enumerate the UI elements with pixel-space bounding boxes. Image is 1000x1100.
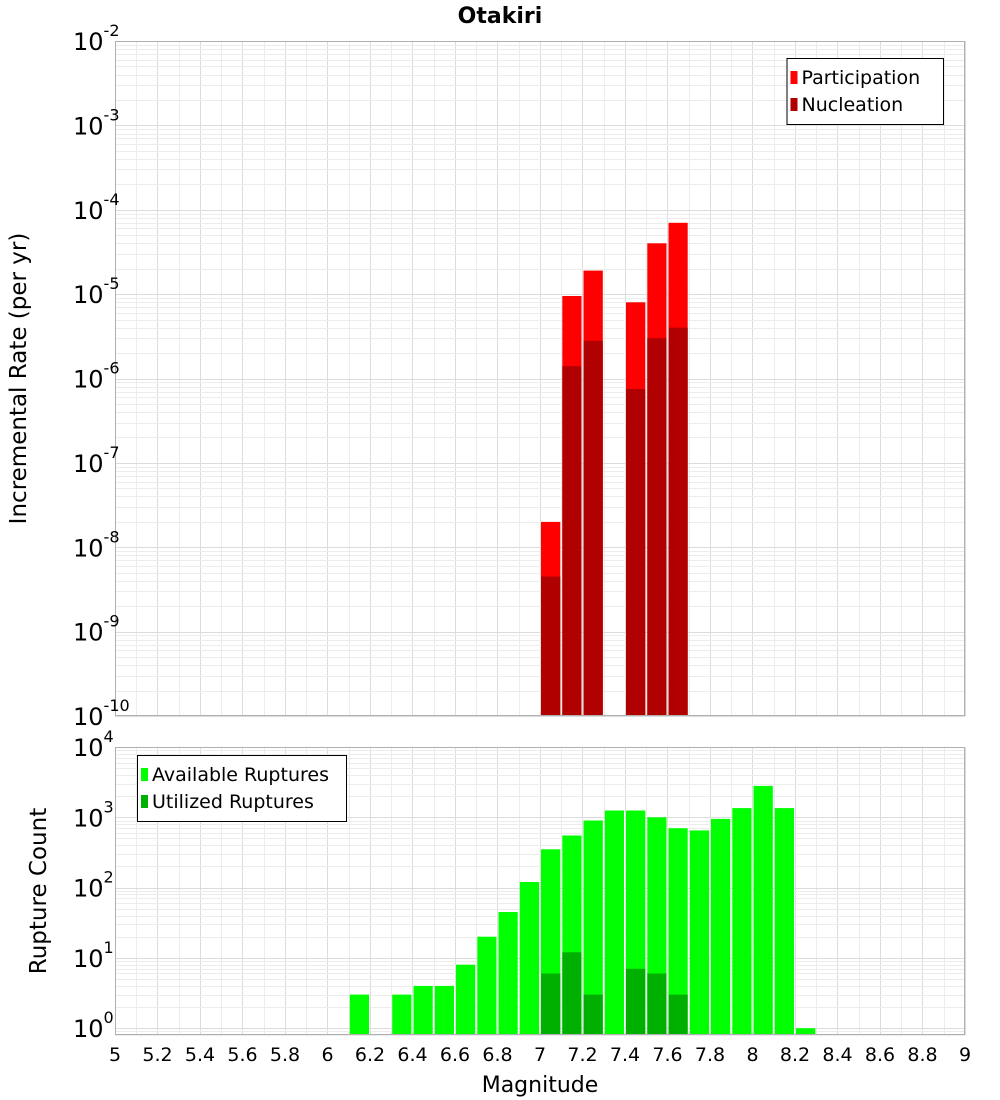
count-bar-utilized-ruptures [541, 973, 561, 1035]
count-x-tick-label: 8.2 [780, 1044, 810, 1066]
rate-y-axis-label: Incremental Rate (per yr) [6, 233, 32, 525]
rate-bar-nucleation [562, 366, 582, 716]
rate-legend-label: Participation [802, 67, 921, 89]
rate-legend: Participation Nucleation [786, 58, 944, 125]
count-bar-available-ruptures [668, 828, 688, 1035]
count-bar-utilized-ruptures [626, 968, 646, 1035]
count-y-tick-label: 101 [73, 938, 114, 973]
count-x-tick-label: 7 [534, 1044, 546, 1066]
count-y-tick-label: 104 [73, 727, 114, 762]
magnitude-x-axis-label: Magnitude [482, 1073, 599, 1098]
rate-y-tick-label: 10-10 [73, 696, 130, 731]
count-bar-available-ruptures [392, 994, 412, 1035]
rate-y-tick-label: 10-7 [73, 443, 120, 478]
count-bar-utilized-ruptures [583, 994, 603, 1035]
rate-bars [541, 222, 688, 717]
count-bar-available-ruptures [349, 994, 369, 1035]
count-bar-available-ruptures [456, 964, 476, 1035]
rate-y-tick-label: 10-6 [73, 359, 120, 394]
count-plot-frame [115, 747, 965, 1035]
count-bars [349, 785, 816, 1035]
count-x-tick-label: 6.8 [482, 1044, 512, 1066]
count-legend-box [137, 755, 347, 822]
count-x-tick-label: 6.6 [440, 1044, 470, 1066]
count-bar-available-ruptures [711, 818, 731, 1035]
count-x-tick-label: 8 [746, 1044, 758, 1066]
count-x-tick-label: 7.2 [567, 1044, 597, 1066]
rate-y-tick-label: 10-9 [73, 612, 120, 647]
rate-bar-nucleation [541, 576, 561, 716]
count-legend-swatch [141, 795, 148, 808]
rate-legend-swatch [790, 71, 798, 84]
count-y-tick-label: 102 [73, 868, 114, 903]
count-legend-swatch [141, 768, 148, 781]
count-bar-utilized-ruptures [647, 973, 667, 1035]
count-bar-utilized-ruptures [668, 994, 688, 1035]
count-bar-available-ruptures [498, 912, 518, 1035]
rate-y-tick-label: 10-2 [73, 21, 120, 56]
count-bar-available-ruptures [689, 830, 710, 1035]
rate-grid [115, 41, 966, 717]
count-x-ticks: 5 5.2 5.4 5.6 5.8 6 6.2 6.4 6.6 6.8 7 7.2 7.4 7.6 7.8 8… [109, 1044, 971, 1066]
chart-title: Otakiri [458, 4, 543, 29]
rate-legend-swatch [790, 98, 798, 111]
rupture-count-plot: 100 101 102 103 104 5 5.2 5.4 5.6 5.8 6 6.2 6.4 6.6 6.… [73, 727, 971, 1066]
count-x-tick-label: 5.4 [185, 1044, 215, 1066]
count-bar-available-ruptures [753, 785, 773, 1035]
count-x-tick-label: 9 [959, 1044, 971, 1066]
count-x-tick-label: 6.4 [397, 1044, 427, 1066]
count-bar-available-ruptures [434, 985, 454, 1035]
count-x-tick-label: 8.6 [865, 1044, 895, 1066]
rate-plot-frame [115, 41, 965, 716]
count-bar-available-ruptures [477, 936, 497, 1035]
rate-plot: 10-10 10-9 10-8 10-7 10-6 10-5 10-4 10-3 10-2 Par… [73, 21, 966, 731]
count-bar-utilized-ruptures [562, 952, 582, 1035]
rupture-count-y-axis-label: Rupture Count [26, 808, 52, 974]
count-y-ticks: 100 101 102 103 104 [73, 727, 114, 1043]
count-x-tick-label: 8.8 [907, 1044, 937, 1066]
rate-legend-box [786, 58, 944, 125]
rate-legend-label: Nucleation [802, 94, 904, 116]
rate-y-ticks: 10-10 10-9 10-8 10-7 10-6 10-5 10-4 10-3 10-2 [73, 21, 130, 731]
rate-y-tick-label: 10-4 [73, 190, 120, 225]
count-bar-available-ruptures [774, 808, 794, 1035]
count-x-tick-label: 6 [321, 1044, 333, 1066]
count-legend-label: Utilized Ruptures [152, 791, 314, 813]
count-x-tick-label: 7.6 [652, 1044, 682, 1066]
rate-bar-nucleation [647, 338, 667, 716]
rate-bar-nucleation [583, 340, 603, 716]
count-bar-available-ruptures [519, 882, 540, 1035]
count-bar-available-ruptures [413, 985, 433, 1035]
rate-y-tick-label: 10-3 [73, 105, 120, 140]
count-x-tick-label: 7.4 [610, 1044, 640, 1066]
count-x-tick-label: 6.2 [355, 1044, 385, 1066]
count-x-tick-label: 5.6 [227, 1044, 257, 1066]
rate-bar-nucleation [668, 327, 688, 716]
count-y-tick-label: 100 [73, 1008, 114, 1043]
count-bar-available-ruptures [583, 820, 603, 1035]
rate-bar-nucleation [626, 389, 646, 716]
count-x-tick-label: 5.2 [142, 1044, 172, 1066]
count-x-tick-label: 7.8 [695, 1044, 725, 1066]
count-bar-available-ruptures [796, 1028, 816, 1035]
count-legend: Available Ruptures Utilized Ruptures [137, 755, 347, 822]
count-x-tick-label: 5 [109, 1044, 121, 1066]
count-y-tick-label: 103 [73, 797, 114, 832]
count-x-tick-label: 5.8 [270, 1044, 300, 1066]
count-x-tick-label: 8.4 [822, 1044, 852, 1066]
count-bar-available-ruptures [732, 808, 752, 1035]
rate-y-tick-label: 10-8 [73, 527, 120, 562]
count-legend-label: Available Ruptures [152, 764, 329, 786]
rate-y-tick-label: 10-5 [73, 274, 120, 309]
count-bar-available-ruptures [604, 810, 624, 1035]
